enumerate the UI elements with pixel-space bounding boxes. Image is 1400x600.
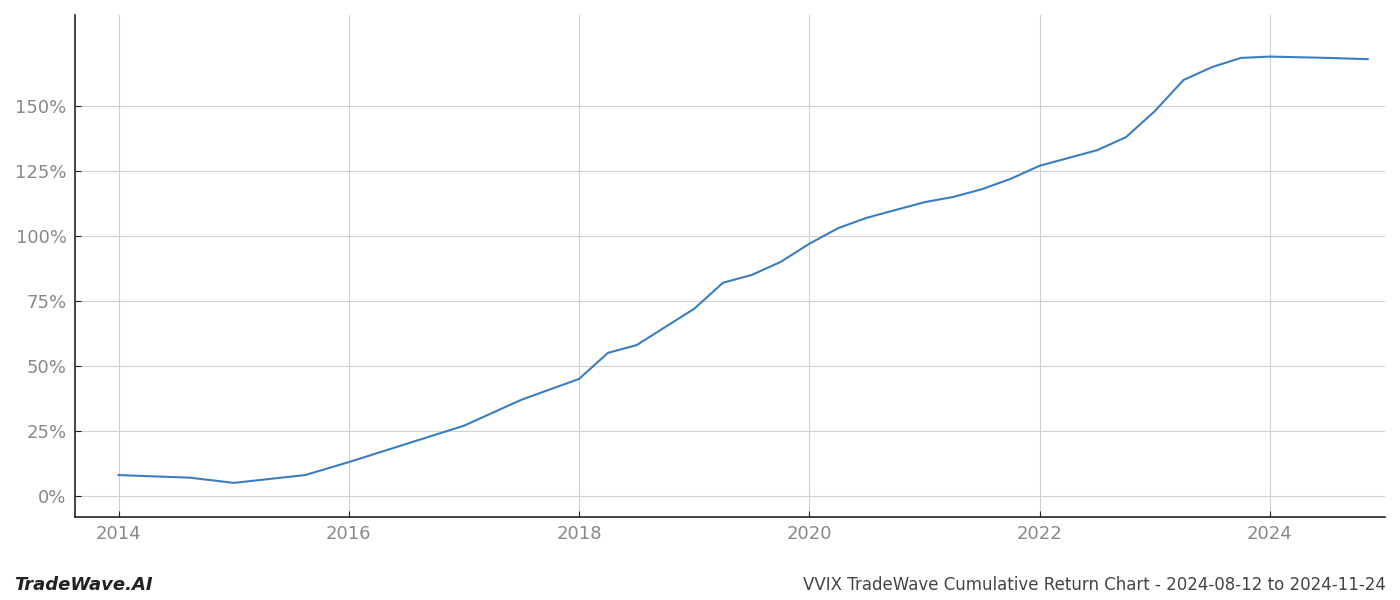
Text: VVIX TradeWave Cumulative Return Chart - 2024-08-12 to 2024-11-24: VVIX TradeWave Cumulative Return Chart -…	[804, 576, 1386, 594]
Text: TradeWave.AI: TradeWave.AI	[14, 576, 153, 594]
